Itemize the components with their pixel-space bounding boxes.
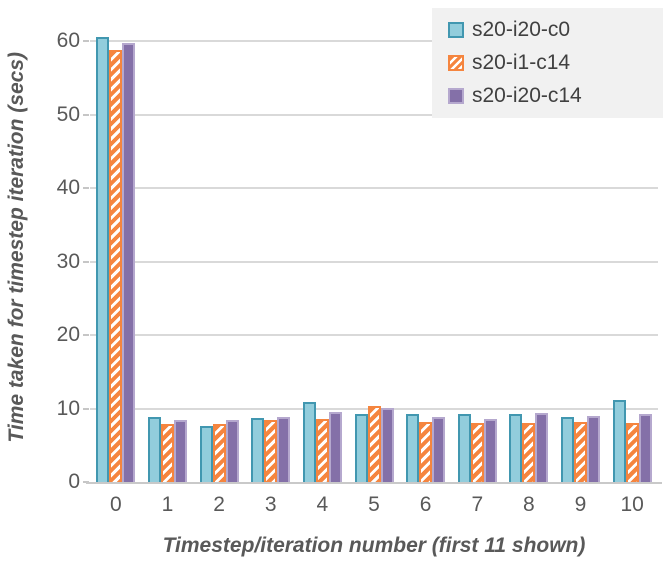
legend-entry-s20-i20-c14: s20-i20-c14 — [448, 84, 651, 108]
y-tick-mark — [83, 40, 89, 43]
x-axis-line — [86, 482, 662, 484]
legend-entry-s20-i20-c0: s20-i20-c0 — [448, 18, 651, 42]
bar-s20-i20-c0-t7 — [457, 414, 471, 482]
bar-s20-i20-c0-t2 — [199, 425, 213, 482]
bar-s20-i1-c14-t5 — [367, 405, 381, 482]
bar-s20-i20-c14-t9 — [587, 415, 600, 482]
bar-s20-i20-c0-t5 — [354, 414, 368, 482]
x-tick-label-8: 8 — [523, 493, 535, 516]
bar-s20-i20-c0-t6 — [406, 413, 420, 482]
legend-swatch-icon — [448, 22, 464, 38]
bar-s20-i20-c14-t1 — [174, 419, 187, 482]
bar-s20-i20-c0-t4 — [302, 402, 316, 482]
bar-s20-i1-c14-t3 — [264, 420, 278, 482]
legend-label: s20-i20-c0 — [472, 18, 571, 41]
bar-s20-i20-c14-t6 — [432, 417, 446, 482]
x-tick-label-4: 4 — [316, 493, 329, 516]
bar-s20-i20-c14-t3 — [277, 417, 291, 482]
y-tick-label-60: 60 — [56, 29, 80, 53]
x-tick-label-3: 3 — [264, 493, 277, 516]
x-tick-label-7: 7 — [471, 493, 484, 516]
y-gridline-60 — [90, 40, 658, 43]
y-tick-label-20: 20 — [56, 323, 80, 347]
y-gridline-30 — [90, 260, 658, 263]
y-tick-mark — [83, 187, 89, 190]
bar-s20-i20-c14-t10 — [638, 414, 652, 482]
bar-s20-i20-c0-t10 — [612, 399, 626, 483]
x-axis-title: Timestep/iteration number (first 11 show… — [162, 534, 586, 557]
x-tick-label-6: 6 — [419, 493, 432, 516]
bar-s20-i1-c14-t0 — [109, 50, 123, 482]
y-tick-label-0: 0 — [68, 470, 80, 493]
y-tick-mark — [83, 334, 89, 337]
legend-swatch-icon — [448, 88, 464, 104]
y-tick-mark — [83, 260, 89, 263]
y-tick-mark — [83, 407, 89, 410]
bar-s20-i1-c14-t4 — [315, 418, 329, 482]
y-tick-mark — [83, 113, 89, 116]
bar-s20-i20-c0-t0 — [96, 37, 110, 482]
bar-s20-i20-c0-t9 — [561, 417, 574, 482]
bar-s20-i20-c14-t4 — [328, 412, 342, 482]
y-tick-label-40: 40 — [56, 176, 80, 200]
x-tick-label-1: 1 — [161, 493, 174, 516]
legend-swatch-icon — [448, 55, 464, 71]
bar-s20-i1-c14-t8 — [522, 422, 536, 482]
plot-area — [90, 12, 658, 483]
bar-s20-i20-c14-t8 — [535, 413, 549, 482]
x-tick-label-10: 10 — [620, 493, 644, 516]
y-gridline-20 — [90, 334, 658, 337]
y-tick-label-10: 10 — [56, 396, 80, 420]
bar-s20-i20-c0-t8 — [509, 414, 523, 482]
bar-s20-i1-c14-t7 — [470, 422, 484, 482]
bar-s20-i1-c14-t2 — [212, 424, 226, 482]
legend-entry-s20-i1-c14: s20-i1-c14 — [448, 51, 651, 75]
bar-s20-i20-c0-t1 — [148, 417, 161, 482]
legend-label: s20-i1-c14 — [472, 51, 571, 74]
x-tick-label-9: 9 — [574, 493, 587, 516]
x-tick-label-2: 2 — [213, 493, 225, 516]
bar-s20-i20-c14-t7 — [483, 418, 497, 482]
x-tick-label-0: 0 — [109, 493, 122, 516]
y-axis-title: Time taken for timestep iteration (secs) — [5, 51, 28, 443]
legend-label: s20-i20-c14 — [472, 84, 582, 107]
bar-s20-i1-c14-t6 — [419, 421, 433, 482]
bar-s20-i20-c14-t5 — [380, 407, 394, 482]
bar-s20-i20-c14-t2 — [225, 419, 239, 482]
x-tick-label-5: 5 — [368, 493, 380, 516]
bar-s20-i20-c14-t0 — [122, 42, 136, 482]
legend: s20-i20-c0 s20-i1-c14 s20-i20-c14 — [432, 8, 663, 118]
bar-s20-i20-c0-t3 — [251, 418, 265, 482]
bar-s20-i1-c14-t10 — [625, 423, 639, 483]
bar-s20-i1-c14-t1 — [161, 424, 174, 482]
y-tick-label-30: 30 — [56, 249, 80, 273]
bar-s20-i1-c14-t9 — [574, 421, 587, 482]
y-tick-label-50: 50 — [56, 102, 80, 126]
y-gridline-50 — [90, 113, 658, 116]
y-gridline-40 — [90, 187, 658, 190]
